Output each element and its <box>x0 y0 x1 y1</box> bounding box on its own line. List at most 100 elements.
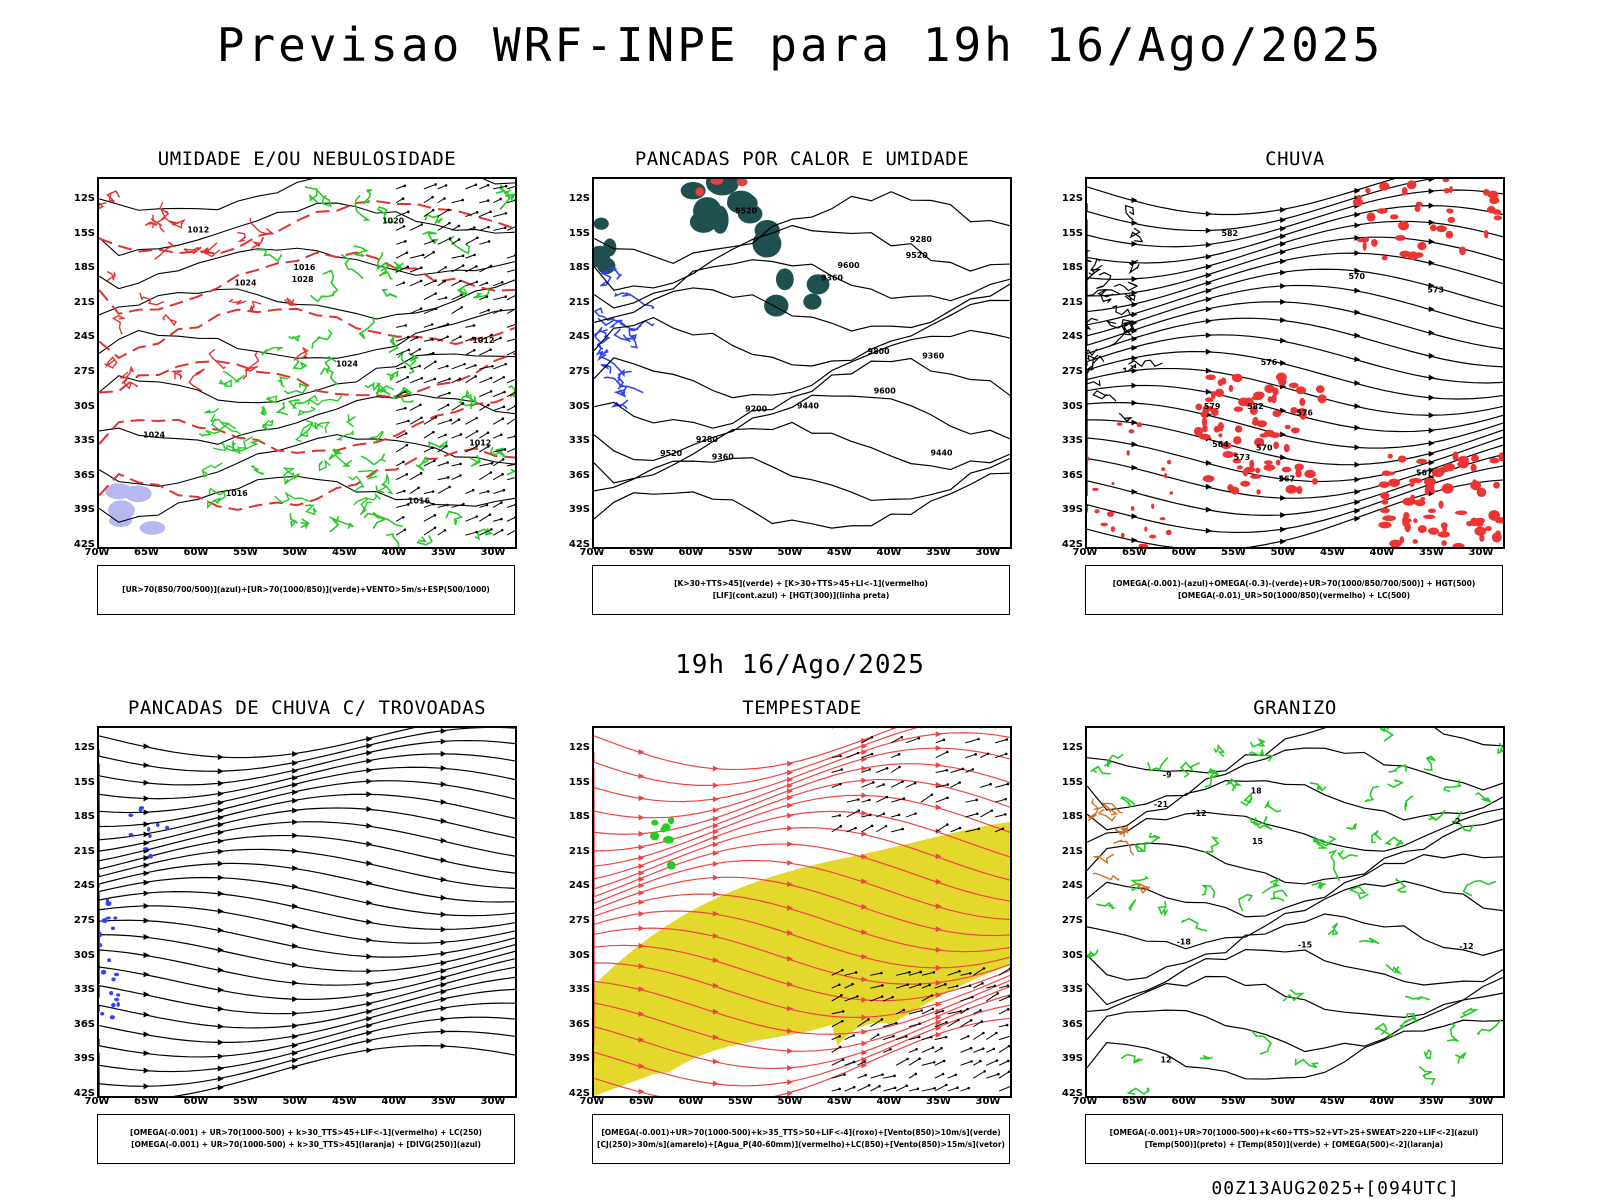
wind-vector <box>479 309 489 315</box>
wind-vector <box>479 240 490 245</box>
contour-label: 576 <box>1261 358 1278 367</box>
shaded-area <box>1424 485 1430 496</box>
contour-line <box>1395 878 1407 893</box>
streamline-arrow <box>143 795 150 802</box>
streamline <box>99 862 515 903</box>
wind-vector <box>844 983 853 989</box>
y-tick-label: 39S <box>1061 1053 1083 1065</box>
wind-vector <box>409 417 422 425</box>
streamline-arrow <box>1428 450 1435 457</box>
contour-line <box>508 385 515 398</box>
contour-line <box>162 313 177 327</box>
shaded-area <box>1442 179 1450 183</box>
shaded-area <box>1234 425 1243 433</box>
wind-vector <box>395 185 405 190</box>
wind-vector <box>831 969 843 976</box>
streamline-arrow <box>1131 513 1138 520</box>
contour-line <box>1128 359 1163 368</box>
streamline-arrow <box>366 791 373 798</box>
shaded-area <box>1255 467 1261 474</box>
shaded-area <box>1370 239 1378 247</box>
streamline-arrow <box>1428 329 1435 336</box>
streamline-arrow <box>366 980 373 987</box>
contour-line <box>208 487 226 504</box>
contour-line <box>499 193 515 211</box>
wind-vector <box>960 1035 969 1041</box>
streamline-arrow <box>1428 202 1435 209</box>
wind-vector <box>846 827 856 833</box>
wind-vector <box>895 1035 907 1041</box>
shaded-area <box>1195 403 1203 411</box>
wind-vector <box>451 378 461 384</box>
wind-vector <box>891 814 900 818</box>
contour-label: 9600 <box>838 261 861 270</box>
shaded-area <box>1214 388 1224 398</box>
shaded-area <box>1485 526 1492 532</box>
wind-vector <box>493 227 506 231</box>
streamline-arrow <box>440 738 447 745</box>
streamline-arrow <box>217 1065 224 1072</box>
wind-vector <box>423 183 436 190</box>
shaded-area <box>1437 531 1451 538</box>
y-tick-label: 12S <box>73 742 95 753</box>
wind-vector <box>999 1024 1008 1028</box>
shaded-area <box>1236 465 1243 470</box>
contour-line <box>204 407 220 414</box>
shaded-area <box>1427 508 1436 513</box>
wind-vector <box>506 529 515 536</box>
wind-vector <box>451 463 461 467</box>
contour-line <box>220 441 236 453</box>
contour-line <box>386 370 399 382</box>
contour-line <box>1201 884 1216 899</box>
contour-line <box>1423 755 1436 772</box>
streamline-arrow <box>935 903 942 910</box>
streamline-arrow <box>1131 276 1138 282</box>
streamline-arrow <box>143 1031 150 1038</box>
shaded-area <box>1304 469 1316 479</box>
contour-line <box>597 317 623 328</box>
shaded-area <box>1474 526 1487 536</box>
contour-line <box>1359 937 1380 945</box>
wind-vector <box>844 1061 855 1066</box>
shaded-area <box>1087 456 1090 462</box>
streamline-arrow <box>1354 234 1361 241</box>
shaded-area <box>1423 514 1436 520</box>
shaded-area <box>1166 459 1172 465</box>
y-tick-label: 42S <box>73 1088 95 1099</box>
contour-line <box>322 269 339 296</box>
streamline-arrow <box>366 822 373 829</box>
contour-line <box>318 458 331 472</box>
shaded-area <box>1382 515 1397 522</box>
wind-vector <box>465 516 477 522</box>
streamline-arrow <box>292 1042 299 1049</box>
wind-vector <box>506 338 515 342</box>
contour-line <box>458 395 477 407</box>
legend-box-p1: [UR>70(850/700/500)](azul)+[UR>70(1000/8… <box>97 565 515 615</box>
wind-vector <box>451 255 464 259</box>
contour-line <box>594 357 1010 429</box>
contour-line <box>628 324 642 349</box>
contour-line <box>1251 1030 1272 1055</box>
contour-line <box>1087 880 1503 950</box>
wind-vector <box>493 309 502 314</box>
contour-line <box>1129 227 1144 243</box>
contour-line <box>392 261 405 274</box>
contour-line <box>333 449 353 467</box>
wind-vector <box>994 828 1003 833</box>
shaded-area <box>1416 458 1428 465</box>
y-tick-label: 36S <box>1061 469 1083 481</box>
shaded-area <box>113 972 120 977</box>
y-tick-label: 33S <box>1061 435 1083 447</box>
streamline-arrow <box>638 773 645 780</box>
wind-vector <box>437 529 446 536</box>
contour-label: 1020 <box>382 217 405 226</box>
streamline-arrow <box>935 1019 942 1026</box>
streamline <box>99 848 515 889</box>
streamline-arrow <box>1131 259 1138 266</box>
streamline-arrow <box>1205 367 1212 374</box>
streamline-arrow <box>1131 382 1138 389</box>
streamline-arrow <box>440 876 447 883</box>
shaded-area <box>1466 520 1473 527</box>
wind-vector <box>479 514 491 522</box>
streamline-arrow <box>440 799 447 806</box>
